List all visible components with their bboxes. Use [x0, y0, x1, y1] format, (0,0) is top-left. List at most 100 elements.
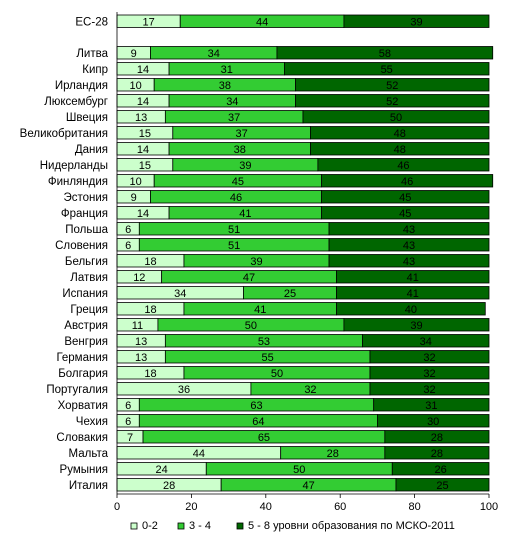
data-label: 39: [410, 320, 422, 332]
data-label: 34: [174, 288, 186, 300]
bar-segment-3: [336, 270, 490, 284]
data-label: 39: [239, 160, 251, 172]
x-tick-label: 0: [114, 501, 120, 513]
category-label: Великобритания: [20, 128, 108, 140]
data-label: 43: [403, 256, 415, 268]
data-label: 14: [137, 96, 149, 108]
bar-segment-3: [336, 302, 486, 316]
category-label: Эстония: [63, 192, 108, 204]
x-tick-label: 80: [408, 501, 420, 513]
data-label: 65: [258, 432, 270, 444]
data-label: 38: [219, 80, 231, 92]
data-label: 45: [399, 208, 411, 220]
category-label: Австрия: [64, 320, 108, 332]
data-label: 6: [125, 400, 131, 412]
legend-label-3: 5 - 8 уровни образования по МСКО-2011: [248, 520, 455, 532]
data-label: 46: [230, 192, 242, 204]
category-label: Люксембург: [44, 96, 108, 108]
bar-segment-3: [384, 446, 490, 460]
data-label: 39: [250, 256, 262, 268]
category-label: Мальта: [69, 448, 109, 460]
data-label: 40: [405, 304, 417, 316]
bar-segment-3: [328, 222, 490, 236]
data-label: 48: [394, 128, 406, 140]
data-label: 18: [144, 368, 156, 380]
bar-segment-3: [369, 366, 490, 380]
legend-label-1: 0-2: [142, 520, 158, 532]
data-label: 45: [232, 176, 244, 188]
category-label: Чехия: [76, 416, 108, 428]
category-label: Хорватия: [58, 400, 108, 412]
data-label: 50: [293, 464, 305, 476]
data-label: 41: [407, 272, 419, 284]
data-label: 15: [139, 160, 151, 172]
data-label: 44: [193, 448, 205, 460]
category-label: Финляндия: [48, 176, 108, 188]
bar-segment-3: [295, 78, 490, 92]
bar-segment-3: [373, 398, 490, 412]
data-label: 32: [423, 352, 435, 364]
bar-segment-3: [328, 254, 490, 268]
bar-segment-3: [336, 286, 490, 300]
data-label: 51: [228, 240, 240, 252]
data-label: 25: [284, 288, 296, 300]
data-label: 41: [407, 288, 419, 300]
data-label: 14: [137, 64, 149, 76]
category-label: ЕС-28: [75, 16, 108, 28]
data-label: 6: [125, 416, 131, 428]
bar-segment-3: [310, 142, 490, 156]
data-label: 12: [133, 272, 145, 284]
data-label: 47: [243, 272, 255, 284]
data-label: 11: [132, 320, 143, 332]
data-label: 41: [239, 208, 251, 220]
category-label: Португалия: [46, 384, 108, 396]
bar-segment-3: [384, 430, 490, 444]
category-label: Дания: [75, 144, 108, 156]
data-label: 47: [302, 480, 314, 492]
data-label: 13: [135, 112, 147, 124]
category-label: Нидерланды: [40, 160, 108, 172]
data-label: 6: [125, 240, 131, 252]
data-label: 50: [245, 320, 257, 332]
data-label: 28: [163, 480, 175, 492]
data-label: 39: [410, 16, 422, 28]
data-label: 43: [403, 224, 415, 236]
legend-swatch-2: [177, 522, 185, 530]
bar-segment-3: [391, 462, 490, 476]
data-label: 45: [399, 192, 411, 204]
data-label: 48: [394, 144, 406, 156]
category-label: Греция: [70, 304, 108, 316]
data-label: 32: [304, 384, 316, 396]
category-label: Испания: [62, 288, 108, 300]
data-label: 63: [250, 400, 262, 412]
data-label: 55: [262, 352, 274, 364]
data-label: 17: [142, 16, 154, 28]
data-label: 25: [436, 480, 448, 492]
category-label: Ирландия: [55, 80, 108, 92]
data-label: 28: [327, 448, 339, 460]
category-label: Латвия: [70, 272, 108, 284]
bar-segment-3: [395, 478, 490, 492]
category-label: Бельгия: [65, 256, 108, 268]
data-label: 6: [125, 224, 131, 236]
bar-segment-3: [317, 158, 490, 172]
data-label: 31: [425, 400, 437, 412]
bar-segment-3: [276, 46, 494, 60]
data-label: 32: [423, 384, 435, 396]
data-label: 46: [401, 176, 413, 188]
data-label: 13: [135, 352, 147, 364]
data-label: 58: [379, 48, 391, 60]
bar-segment-3: [328, 238, 490, 252]
bar-segment-3: [283, 62, 490, 76]
category-label: Италия: [69, 480, 108, 492]
data-label: 53: [258, 336, 270, 348]
category-label: Болгария: [58, 368, 108, 380]
data-label: 50: [271, 368, 283, 380]
bar-segment-3: [369, 382, 490, 396]
data-label: 38: [234, 144, 246, 156]
bar-segment-3: [310, 126, 490, 140]
data-label: 34: [226, 96, 238, 108]
data-label: 51: [228, 224, 240, 236]
x-tick-label: 40: [260, 501, 272, 513]
